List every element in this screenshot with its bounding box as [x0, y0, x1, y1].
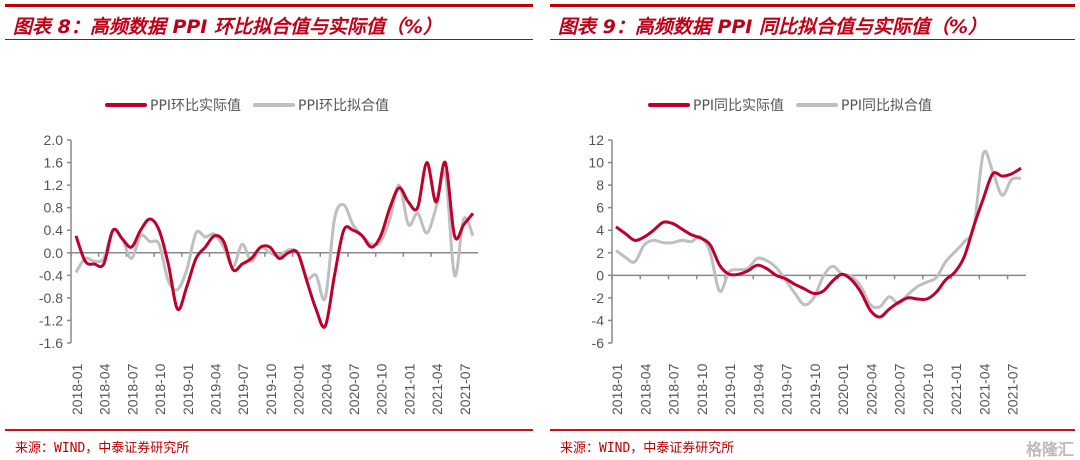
legend-item-fitted: PPI环比拟合值: [253, 95, 389, 115]
series-line-fitted: [74, 170, 475, 302]
x-tick-label: 2020-04: [863, 363, 879, 415]
y-tick-label: 10: [588, 155, 604, 171]
legend-item-actual: PPI同比实际值: [648, 95, 784, 115]
y-tick-label: 12: [588, 132, 604, 148]
x-tick-label: 2018-07: [124, 363, 140, 415]
y-tick-label: 0.4: [44, 222, 64, 238]
series-line-actual: [615, 166, 1022, 319]
y-tick-label: 6: [596, 200, 604, 216]
footer-rule: [5, 429, 533, 431]
x-tick-label: 2018-01: [69, 363, 85, 415]
legend-label: PPI同比拟合值: [841, 98, 933, 114]
legend: PPI环比实际值 PPI环比拟合值: [105, 95, 401, 115]
y-tick-label: -1.6: [39, 335, 63, 351]
x-tick-label: 2019-10: [263, 363, 279, 415]
x-tick-label: 2020-07: [892, 363, 908, 415]
title-rule: [550, 4, 1075, 7]
x-tick-label: 2020-10: [374, 363, 390, 415]
x-tick-label: 2021-04: [976, 363, 992, 415]
y-tick-label: -6: [592, 335, 605, 351]
series-line-fitted: [615, 149, 1022, 310]
x-tick-label: 2020-10: [920, 363, 936, 415]
x-tick-label: 2019-04: [750, 363, 766, 415]
legend-label: PPI环比实际值: [150, 98, 242, 114]
legend-swatch: [105, 103, 147, 107]
y-tick-label: -2: [592, 290, 605, 306]
legend-swatch: [648, 103, 690, 107]
x-tick-label: 2021-01: [401, 363, 417, 415]
x-tick-label: 2019-01: [722, 363, 738, 415]
title-underline: [550, 39, 1075, 40]
x-tick-label: 2020-01: [291, 363, 307, 415]
y-tick-label: 1.2: [44, 177, 64, 193]
x-tick-label: 2018-01: [609, 363, 625, 415]
title-rule: [5, 4, 533, 7]
x-tick-label: 2018-10: [152, 363, 168, 415]
y-tick-label: 1.6: [44, 155, 64, 171]
x-tick-label: 2019-07: [779, 363, 795, 415]
watermark-logo: 格隆汇: [1025, 440, 1074, 459]
y-tick-label: 0.0: [44, 245, 64, 261]
y-tick-label: 2: [596, 245, 604, 261]
footer-rule: [550, 429, 1075, 431]
x-tick-label: 2021-07: [457, 363, 473, 415]
y-tick-label: 0.8: [44, 200, 64, 216]
y-tick-label: 4: [596, 222, 604, 238]
y-tick-label: 2.0: [44, 132, 64, 148]
chart-title: 图表 8：高频数据 PPI 环比拟合值与实际值（%）: [13, 16, 443, 38]
x-tick-label: 2019-01: [180, 363, 196, 415]
x-tick-label: 2020-01: [835, 363, 851, 415]
y-tick-label: -4: [592, 312, 605, 328]
x-tick-label: 2018-07: [666, 363, 682, 415]
x-tick-label: 2021-04: [429, 363, 445, 415]
legend-swatch: [796, 103, 839, 107]
x-tick-label: 2018-04: [637, 363, 653, 415]
source-note: 来源：WIND，中泰证券研究所: [560, 441, 735, 456]
y-tick-label: -0.4: [39, 267, 63, 283]
y-tick-label: -0.8: [39, 290, 63, 306]
legend-swatch: [253, 103, 296, 107]
legend-item-fitted: PPI同比拟合值: [796, 95, 932, 115]
legend-label: PPI同比实际值: [693, 98, 785, 114]
x-tick-label: 2018-04: [97, 363, 113, 415]
legend: PPI同比实际值 PPI同比拟合值: [648, 95, 944, 115]
panel-right: 图表 9：高频数据 PPI 同比拟合值与实际值（%） PPI同比实际值 PPI同…: [550, 0, 1075, 460]
x-tick-label: 2020-04: [318, 363, 334, 415]
y-tick-label: -1.2: [39, 312, 63, 328]
legend-item-actual: PPI环比实际值: [105, 95, 241, 115]
x-tick-label: 2021-07: [1005, 363, 1021, 415]
source-note: 来源：WIND，中泰证券研究所: [15, 441, 190, 456]
panel-left: 图表 8：高频数据 PPI 环比拟合值与实际值（%） PPI环比实际值 PPI环…: [5, 0, 533, 460]
chart-title: 图表 9：高频数据 PPI 同比拟合值与实际值（%）: [558, 16, 988, 38]
x-tick-label: 2019-10: [807, 363, 823, 415]
x-tick-label: 2019-07: [235, 363, 251, 415]
x-tick-label: 2019-04: [207, 363, 223, 415]
x-tick-label: 2021-01: [948, 363, 964, 415]
series-line-actual: [74, 161, 475, 329]
y-tick-label: 8: [596, 177, 604, 193]
title-underline: [5, 39, 533, 40]
x-tick-label: 2018-10: [694, 363, 710, 415]
x-tick-label: 2020-07: [346, 363, 362, 415]
legend-label: PPI环比拟合值: [298, 98, 390, 114]
y-tick-label: 0: [596, 267, 604, 283]
